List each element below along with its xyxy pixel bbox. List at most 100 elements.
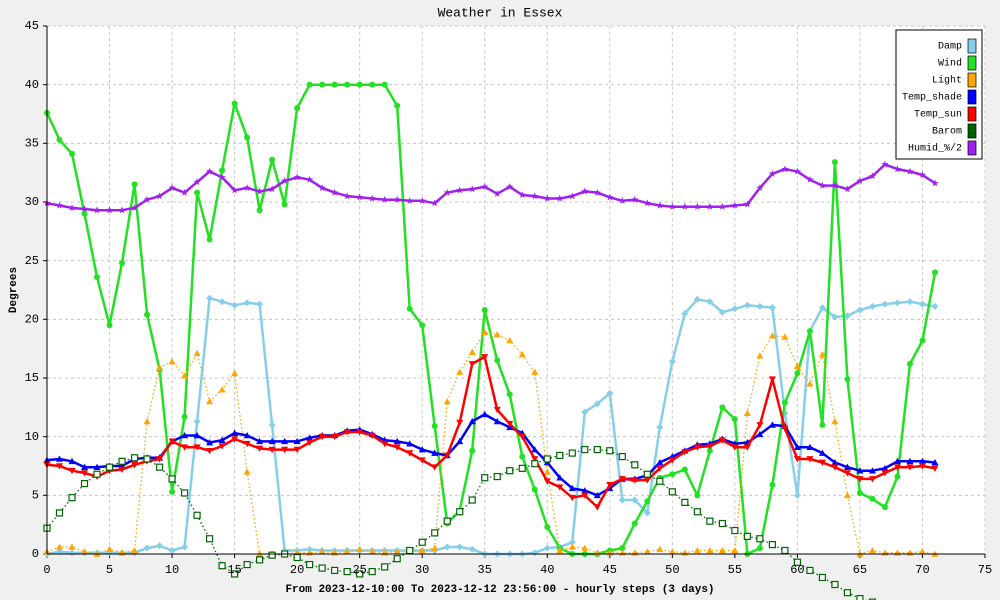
marker <box>218 173 226 181</box>
marker <box>406 440 414 447</box>
marker <box>294 105 301 112</box>
y-tick-label: 40 <box>25 78 39 92</box>
series-group <box>43 81 939 600</box>
marker <box>406 450 414 457</box>
marker <box>581 544 589 551</box>
marker <box>431 464 439 471</box>
marker <box>893 457 901 465</box>
marker <box>731 444 739 451</box>
marker <box>293 173 301 181</box>
marker <box>368 548 376 555</box>
marker <box>756 352 764 359</box>
marker <box>494 357 501 364</box>
marker <box>543 478 551 485</box>
marker <box>368 194 376 202</box>
series-line <box>45 83 937 556</box>
x-tick-label: 20 <box>290 563 304 577</box>
marker <box>831 464 839 471</box>
marker <box>443 543 451 551</box>
marker <box>869 495 876 502</box>
marker <box>56 548 64 556</box>
marker <box>706 202 714 210</box>
marker <box>543 468 551 475</box>
marker <box>481 354 489 361</box>
marker <box>806 175 814 183</box>
marker <box>931 179 939 187</box>
x-tick-label: 45 <box>603 563 617 577</box>
marker <box>881 464 889 472</box>
marker <box>356 570 364 578</box>
marker <box>56 543 64 550</box>
marker <box>756 545 763 552</box>
marker <box>518 191 526 199</box>
marker <box>706 546 714 554</box>
marker <box>743 200 751 208</box>
marker <box>281 177 289 184</box>
marker <box>180 188 189 196</box>
series-line <box>46 413 936 497</box>
marker <box>806 456 814 463</box>
marker <box>906 298 914 306</box>
x-tick-label: 35 <box>478 563 492 577</box>
x-tick-label: 10 <box>165 563 179 577</box>
legend-swatch <box>967 55 977 71</box>
marker <box>55 509 64 517</box>
marker <box>818 304 826 312</box>
marker <box>156 456 164 463</box>
marker <box>656 465 664 472</box>
y-tick-label: 10 <box>25 430 39 444</box>
marker <box>218 443 226 450</box>
marker <box>193 444 201 451</box>
marker <box>543 194 551 202</box>
x-tick-label: 65 <box>853 563 867 577</box>
marker <box>218 562 226 570</box>
marker <box>818 459 826 466</box>
marker <box>231 436 239 443</box>
marker <box>306 81 313 88</box>
marker <box>306 175 314 183</box>
marker <box>131 462 139 469</box>
marker <box>206 397 214 405</box>
x-tick-label: 60 <box>790 563 804 577</box>
marker <box>531 456 539 463</box>
marker <box>468 348 476 355</box>
marker <box>518 433 526 441</box>
marker <box>193 511 201 519</box>
marker <box>868 476 876 483</box>
marker <box>168 475 176 483</box>
marker <box>456 419 464 427</box>
marker <box>606 193 614 201</box>
marker <box>181 543 189 551</box>
marker <box>656 201 664 209</box>
x-axis-label: From 2023-12-10:00 To 2023-12-12 23:56:0… <box>285 584 714 596</box>
marker <box>318 564 326 572</box>
marker <box>593 491 601 499</box>
marker <box>343 192 351 200</box>
marker <box>130 454 139 462</box>
marker <box>768 304 776 312</box>
marker <box>506 391 513 398</box>
marker <box>519 453 526 460</box>
marker <box>681 449 689 456</box>
marker <box>844 376 851 383</box>
marker <box>506 467 514 475</box>
marker <box>218 298 226 306</box>
legend-swatch <box>967 38 977 54</box>
marker <box>319 81 326 88</box>
marker <box>168 184 176 191</box>
marker <box>743 301 751 309</box>
marker <box>193 417 201 425</box>
marker <box>731 546 739 554</box>
marker <box>718 437 726 444</box>
marker <box>81 463 89 470</box>
marker <box>568 538 576 546</box>
marker <box>593 400 601 408</box>
marker <box>431 529 439 537</box>
marker <box>631 520 638 527</box>
marker <box>468 496 476 504</box>
marker <box>881 470 889 477</box>
legend-label: Temp_shade <box>902 92 962 104</box>
marker <box>618 496 626 504</box>
marker <box>731 526 739 535</box>
marker <box>631 477 639 484</box>
